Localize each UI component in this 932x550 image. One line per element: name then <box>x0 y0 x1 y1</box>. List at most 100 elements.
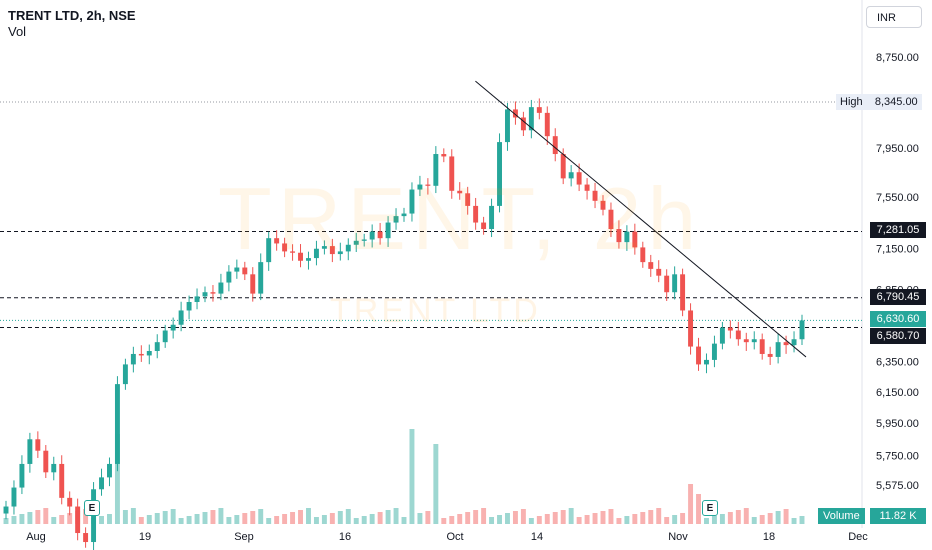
volume-bar <box>361 516 367 524</box>
volume-bar <box>489 517 495 524</box>
volume-bar <box>473 510 479 524</box>
volume-bar <box>329 513 335 524</box>
candle-body <box>306 258 311 261</box>
candle-body <box>99 477 104 490</box>
volume-bar <box>99 516 104 524</box>
candle-body <box>568 172 574 179</box>
volume-bar <box>688 484 694 524</box>
candle-body <box>481 222 487 230</box>
earnings-marker-1[interactable]: E <box>84 500 100 516</box>
price-tick-label: 7,950.00 <box>876 143 919 155</box>
candle-body <box>321 246 327 249</box>
volume-bar <box>210 510 216 524</box>
volume-bar <box>298 510 303 524</box>
volume-bar <box>3 518 9 524</box>
candle-body <box>457 190 463 194</box>
candle-body <box>59 463 65 498</box>
volume-bar <box>696 494 701 524</box>
level-tag-2: 6,790.45 <box>870 289 926 305</box>
time-tick-label: Dec <box>848 531 868 543</box>
candle-body <box>719 327 725 344</box>
volume-bar <box>624 516 630 524</box>
candle-body <box>313 248 319 259</box>
candle-body <box>433 154 439 186</box>
volume-bar <box>767 513 773 524</box>
volume-bar <box>664 517 670 524</box>
volume-bar <box>528 518 534 524</box>
volume-bar <box>592 513 598 524</box>
candle-body <box>552 136 558 155</box>
candle-body <box>688 310 694 347</box>
volume-bar <box>170 509 176 524</box>
volume-bar <box>186 516 192 524</box>
candle-body <box>130 353 136 365</box>
high-label: High <box>840 96 863 108</box>
candle-body <box>536 107 542 113</box>
volume-bar <box>393 508 399 524</box>
candle-body <box>345 244 351 252</box>
volume-bar <box>672 515 678 524</box>
volume-bar <box>600 511 606 524</box>
volume-bar <box>544 514 550 524</box>
volume-bar <box>27 512 33 524</box>
earnings-marker-2[interactable]: E <box>702 500 718 516</box>
volume-bar <box>138 517 144 524</box>
volume-bar <box>266 518 272 524</box>
time-tick-label: Nov <box>668 531 688 543</box>
volume-bar <box>226 517 232 524</box>
volume-series-label: Volume <box>818 508 865 524</box>
candle-body <box>282 243 288 252</box>
candle-body <box>3 506 9 514</box>
volume-bar <box>711 516 717 524</box>
volume-bar <box>194 514 200 524</box>
volume-bar <box>719 514 725 524</box>
candle-body <box>735 330 741 340</box>
candle-body <box>401 213 407 217</box>
candle-body <box>640 247 646 263</box>
candle-body <box>202 292 208 297</box>
candle-body <box>11 487 17 507</box>
volume-bar <box>680 513 686 524</box>
candle-body <box>592 190 598 201</box>
candle-body <box>154 342 160 352</box>
price-tick-label: 5,575.00 <box>876 480 919 492</box>
volume-bar <box>520 509 526 524</box>
volume-bar <box>234 515 240 524</box>
candle-body <box>751 339 757 343</box>
volume-bar <box>51 517 57 524</box>
candle-body <box>616 229 622 243</box>
volume-bar <box>783 509 789 524</box>
candle-body <box>250 274 256 294</box>
last-price-tag: 6,630.60 <box>870 311 926 327</box>
volume-bar <box>568 508 574 524</box>
candle-body <box>576 172 582 185</box>
time-tick-label: Oct <box>446 531 463 543</box>
candle-body <box>27 439 33 464</box>
price-tick-label: 7,550.00 <box>876 192 919 204</box>
symbol-title[interactable]: TRENT LTD, 2h, NSE <box>8 8 136 23</box>
candle-body <box>704 359 709 365</box>
candle-body <box>43 450 49 473</box>
candle-body <box>274 238 280 244</box>
volume-bar <box>218 508 224 524</box>
candle-body <box>83 533 89 543</box>
volume-bar <box>751 517 757 524</box>
volume-indicator-label[interactable]: Vol <box>8 24 27 39</box>
candle-body <box>226 271 232 283</box>
volume-bar <box>178 518 184 524</box>
volume-bar <box>282 514 288 524</box>
volume-bar <box>799 516 805 524</box>
candle-body <box>75 506 81 534</box>
currency-selector[interactable]: INR <box>866 6 922 28</box>
volume-bar <box>258 509 264 524</box>
candle-body <box>632 231 638 248</box>
candle-body <box>584 184 590 191</box>
candle-body <box>385 222 391 239</box>
candle-body <box>178 310 184 325</box>
candle-body <box>441 154 447 157</box>
candle-body <box>266 238 272 263</box>
candle-body <box>544 112 550 137</box>
candle-body <box>473 205 479 223</box>
candle-body <box>624 231 630 243</box>
